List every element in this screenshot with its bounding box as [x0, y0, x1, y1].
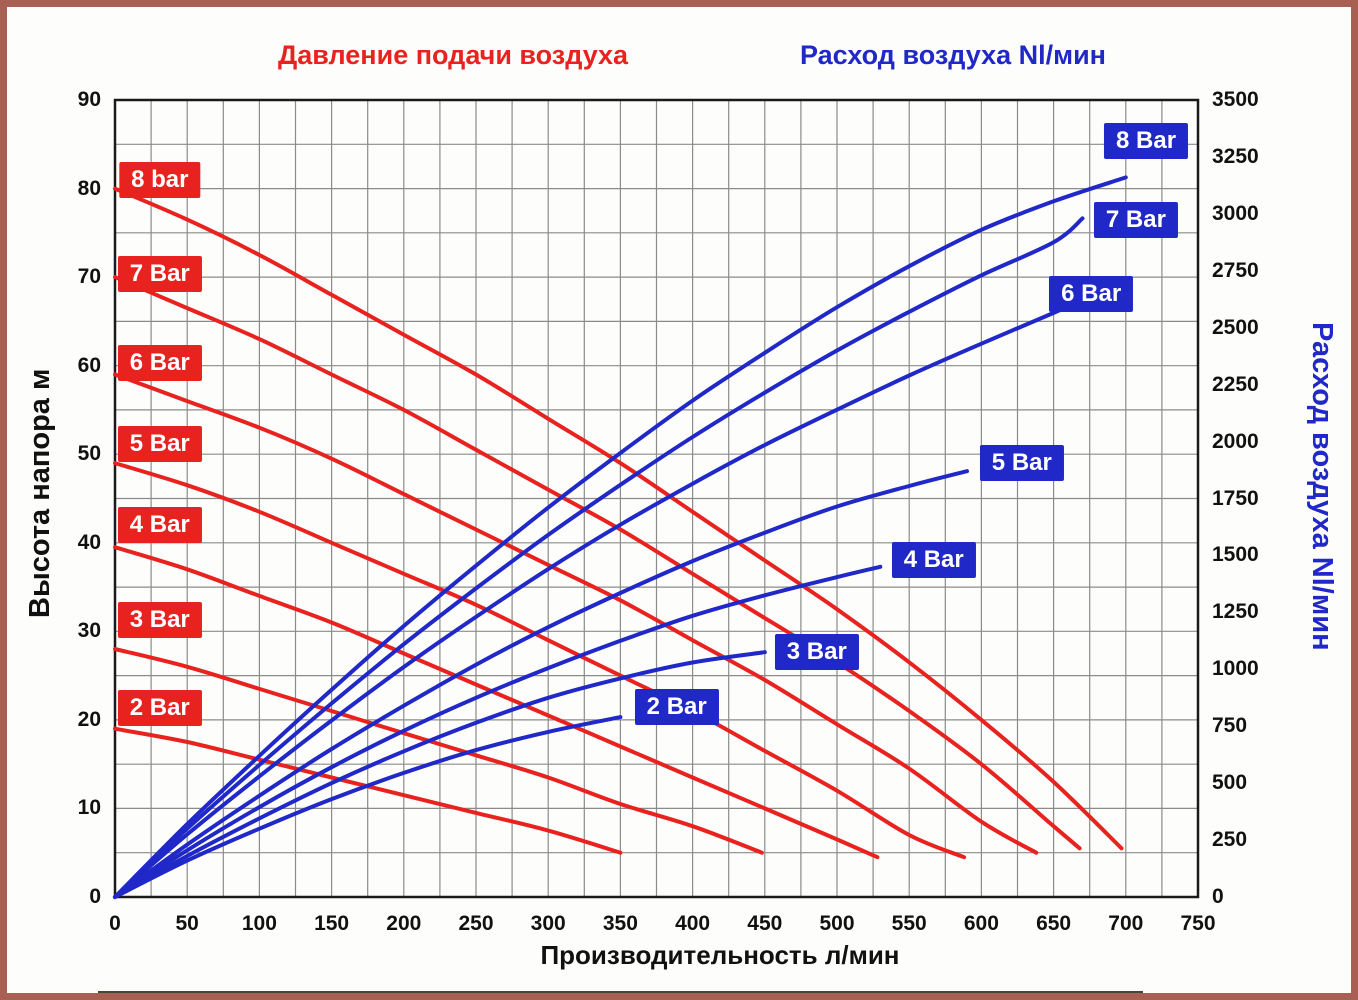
series-label-airflow-5-bar: 5 Bar	[979, 445, 1064, 482]
x-tick-label: 100	[241, 912, 277, 935]
curve-airflow-6-bar	[113, 298, 1082, 899]
curve-airflow-2-bar	[113, 715, 623, 899]
series-label-airflow-7-bar: 7 Bar	[1093, 201, 1178, 238]
chart-title-airflow: Расход воздуха Nl/мин	[800, 40, 1106, 70]
x-tick-label: 700	[1108, 912, 1144, 935]
x-tick-label: 550	[891, 912, 927, 935]
y-right-tick-label: 250	[1212, 828, 1248, 852]
y-left-tick-label: 0	[89, 885, 101, 908]
y-left-tick-label: 60	[77, 353, 101, 377]
series-label-airflow-2-bar: 2 Bar	[634, 688, 719, 725]
series-label-head-8-bar: 8 bar	[119, 161, 201, 198]
y-right-tick-label: 3250	[1212, 144, 1259, 168]
x-tick-label: 50	[175, 912, 199, 935]
y-right-tick-label: 1250	[1212, 600, 1259, 624]
y-right-tick-label: 1000	[1212, 657, 1259, 681]
x-tick-label: 750	[1180, 912, 1216, 935]
x-tick-label: 0	[109, 912, 121, 935]
x-tick-label: 350	[602, 912, 638, 935]
y-left-tick-label: 10	[77, 796, 101, 820]
series-label-airflow-8-bar: 8 Bar	[1103, 122, 1189, 159]
y-left-tick-label: 40	[77, 530, 101, 554]
curve-head-4-bar	[113, 545, 880, 860]
curve-airflow-7-bar	[113, 216, 1085, 899]
x-axis-label: Производительность л/мин	[540, 940, 900, 970]
y-left-tick-label: 30	[77, 619, 101, 643]
series-label-head-4-bar: 4 Bar	[117, 507, 202, 544]
y-right-tick-label: 2000	[1212, 429, 1259, 453]
x-tick-label: 600	[963, 912, 999, 935]
x-tick-label: 500	[819, 912, 855, 935]
series-label-airflow-4-bar: 4 Bar	[891, 541, 976, 578]
x-tick-label: 400	[675, 912, 711, 935]
y-left-tick-label: 70	[77, 265, 101, 289]
y-axis-label-right: Расход воздуха Nl/мин	[1306, 322, 1338, 651]
curve-head-8-bar	[113, 186, 1124, 851]
chart-title-pressure: Давление подачи воздуха	[278, 40, 629, 70]
y-right-tick-label: 3000	[1212, 201, 1259, 225]
cropped-bottom-strip	[98, 991, 1143, 998]
y-left-tick-label: 90	[77, 88, 101, 111]
plot-frame	[113, 98, 1200, 899]
y-left-tick-label: 50	[77, 442, 101, 466]
y-left-tick-label: 20	[77, 707, 101, 731]
series-label-head-2-bar: 2 Bar	[117, 690, 202, 727]
y-right-tick-label: 2250	[1212, 372, 1259, 396]
x-tick-label: 200	[386, 912, 422, 935]
y-right-tick-label: 1750	[1212, 486, 1259, 510]
series-label-airflow-3-bar: 3 Bar	[774, 634, 859, 671]
curve-airflow-3-bar	[113, 650, 767, 899]
x-tick-label: 250	[458, 912, 494, 935]
y-right-tick-label: 500	[1212, 771, 1248, 795]
x-tick-label: 650	[1036, 912, 1072, 935]
y-right-tick-label: 0	[1212, 885, 1224, 908]
series-label-head-6-bar: 6 Bar	[117, 345, 202, 381]
x-tick-label: 450	[747, 912, 783, 935]
x-tick-label: 150	[314, 912, 350, 935]
y-right-tick-label: 750	[1212, 714, 1248, 738]
y-axis-label-left: Высота напора м	[24, 368, 56, 618]
series-label-airflow-6-bar: 6 Bar	[1049, 275, 1134, 312]
curve-head-5-bar	[113, 461, 967, 860]
curve-airflow-8-bar	[113, 175, 1128, 899]
series-label-head-3-bar: 3 Bar	[117, 601, 202, 638]
curve-head-3-bar	[113, 647, 764, 855]
y-right-tick-label: 1500	[1212, 543, 1259, 567]
y-right-tick-label: 2750	[1212, 258, 1259, 282]
series-label-head-5-bar: 5 Bar	[117, 425, 202, 462]
series-label-head-7-bar: 7 Bar	[117, 256, 202, 293]
curve-head-7-bar	[113, 275, 1082, 851]
curve-airflow-4-bar	[113, 564, 883, 899]
curve-head-6-bar	[113, 372, 1039, 855]
curve-airflow-5-bar	[113, 469, 969, 899]
gridlines	[114, 99, 1199, 898]
y-right-tick-label: 3500	[1212, 88, 1259, 111]
x-tick-label: 300	[530, 912, 566, 935]
y-left-tick-label: 80	[77, 176, 101, 200]
y-right-tick-label: 2500	[1212, 315, 1259, 339]
